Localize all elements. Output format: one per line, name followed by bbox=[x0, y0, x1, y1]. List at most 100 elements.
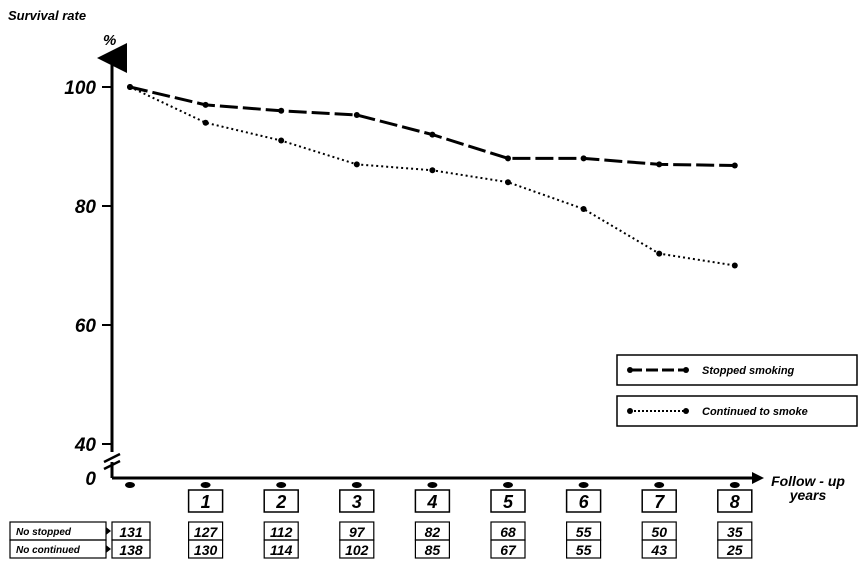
x-tick-mark bbox=[729, 482, 740, 488]
risk-table-label: No stopped bbox=[16, 527, 72, 538]
series-layer bbox=[127, 84, 738, 269]
x-tick-label: 6 bbox=[579, 492, 590, 512]
x-tick-mark bbox=[276, 482, 287, 488]
x-tick-box bbox=[187, 489, 224, 513]
y-tick-label: 100 bbox=[64, 78, 96, 99]
x-tick-box bbox=[414, 489, 451, 513]
y-tick-label: 40 bbox=[74, 435, 97, 456]
data-point bbox=[202, 119, 209, 126]
x-tick-mark bbox=[125, 482, 135, 488]
series-line bbox=[129, 85, 735, 168]
y-tick-label: 80 bbox=[75, 197, 97, 218]
risk-table-count: 112 bbox=[270, 524, 293, 540]
risk-table-count: 82 bbox=[425, 524, 441, 540]
risk-table-count: 35 bbox=[727, 524, 743, 540]
y-tick-label: 0 bbox=[85, 469, 96, 490]
x-tick-box bbox=[641, 489, 677, 513]
risk-table-count: 114 bbox=[270, 542, 293, 558]
legend-box bbox=[616, 395, 858, 427]
data-point bbox=[353, 161, 360, 168]
risk-table-cell bbox=[339, 539, 375, 559]
y-axis-title: Survival rate bbox=[8, 8, 86, 23]
risk-table-count: 97 bbox=[349, 524, 366, 540]
data-point bbox=[656, 161, 663, 168]
risk-table-cell bbox=[717, 539, 753, 559]
x-tick-mark bbox=[351, 482, 362, 488]
x-tick-box bbox=[717, 489, 753, 513]
risk-table-count: 127 bbox=[194, 524, 219, 540]
risk-table-count: 43 bbox=[650, 542, 667, 558]
data-point bbox=[731, 262, 738, 269]
risk-table-count: 50 bbox=[651, 524, 667, 540]
x-tick-mark bbox=[503, 482, 513, 488]
data-point bbox=[278, 137, 285, 144]
legend-label: Stopped smoking bbox=[702, 365, 795, 377]
data-point bbox=[127, 84, 133, 90]
data-point bbox=[505, 179, 511, 186]
legend-marker bbox=[627, 367, 633, 373]
risk-table-pointer bbox=[106, 545, 111, 553]
x-tick-label: 2 bbox=[275, 492, 286, 512]
risk-table-count: 55 bbox=[576, 542, 592, 558]
data-point bbox=[656, 250, 663, 257]
data-point bbox=[429, 131, 436, 138]
risk-table-count: 85 bbox=[425, 542, 441, 558]
legend-item: Stopped smoking bbox=[616, 354, 858, 386]
risk-table-row: No continued 138 130 114 102 85 67 55 43 25 bbox=[9, 539, 753, 559]
x-ticks: 1 2 3 4 5 6 7 8 bbox=[125, 482, 753, 513]
risk-table-cell bbox=[111, 539, 151, 559]
x-tick-box bbox=[263, 489, 299, 513]
risk-table-row: No stopped 131 127 112 97 82 68 55 50 35 bbox=[9, 521, 753, 541]
legend: Stopped smoking Continued to smoke bbox=[616, 354, 858, 427]
risk-table-cell bbox=[414, 539, 450, 559]
risk-table-count: 102 bbox=[345, 542, 369, 558]
x-tick-box bbox=[565, 489, 602, 513]
x-tick-label: 3 bbox=[352, 492, 362, 512]
x-tick-label: 4 bbox=[426, 492, 437, 512]
risk-table-count: 55 bbox=[576, 524, 592, 540]
y-axis-unit: % bbox=[103, 32, 116, 49]
legend-marker bbox=[683, 408, 689, 414]
data-point bbox=[429, 167, 436, 174]
risk-table-cell bbox=[641, 539, 677, 559]
axis-break-mark bbox=[103, 452, 121, 471]
legend-marker bbox=[683, 367, 689, 373]
series-line bbox=[129, 86, 735, 267]
series-stopped-smoking bbox=[127, 84, 738, 169]
x-tick-mark bbox=[578, 482, 589, 488]
x-axis-title-2: years bbox=[789, 487, 827, 503]
x-tick-mark bbox=[200, 482, 211, 488]
data-point bbox=[505, 155, 511, 162]
risk-table-count: 68 bbox=[500, 524, 516, 540]
risk-table-count: 130 bbox=[194, 542, 218, 558]
risk-table-cell bbox=[263, 539, 299, 559]
x-tick-box bbox=[339, 489, 375, 513]
data-point bbox=[202, 101, 209, 108]
data-point bbox=[580, 205, 587, 212]
x-tick-mark bbox=[654, 482, 665, 488]
y-tick-label: 60 bbox=[75, 316, 97, 337]
data-point bbox=[580, 155, 587, 162]
risk-table-label: No continued bbox=[16, 545, 81, 556]
x-tick-label: 1 bbox=[201, 492, 211, 512]
risk-table-cell bbox=[188, 539, 224, 559]
legend-item: Continued to smoke bbox=[616, 395, 858, 427]
risk-table-cell bbox=[490, 539, 526, 559]
risk-table-count: 67 bbox=[500, 542, 517, 558]
risk-table-count: 138 bbox=[119, 542, 143, 558]
risk-table-cell bbox=[565, 539, 602, 559]
series-continued-to-smoke bbox=[127, 84, 738, 269]
data-point bbox=[353, 111, 360, 118]
x-axis-arrowhead bbox=[752, 472, 764, 484]
x-tick-box bbox=[490, 489, 526, 513]
x-tick-label: 7 bbox=[654, 492, 665, 512]
y-ticks: 0 40 60 80 100 bbox=[64, 78, 112, 490]
axes bbox=[97, 43, 764, 484]
risk-table-pointer bbox=[106, 527, 111, 535]
legend-marker bbox=[627, 408, 633, 414]
legend-label: Continued to smoke bbox=[702, 406, 808, 418]
x-tick-label: 5 bbox=[503, 492, 514, 512]
x-axis-title-1: Follow - up bbox=[771, 473, 845, 489]
